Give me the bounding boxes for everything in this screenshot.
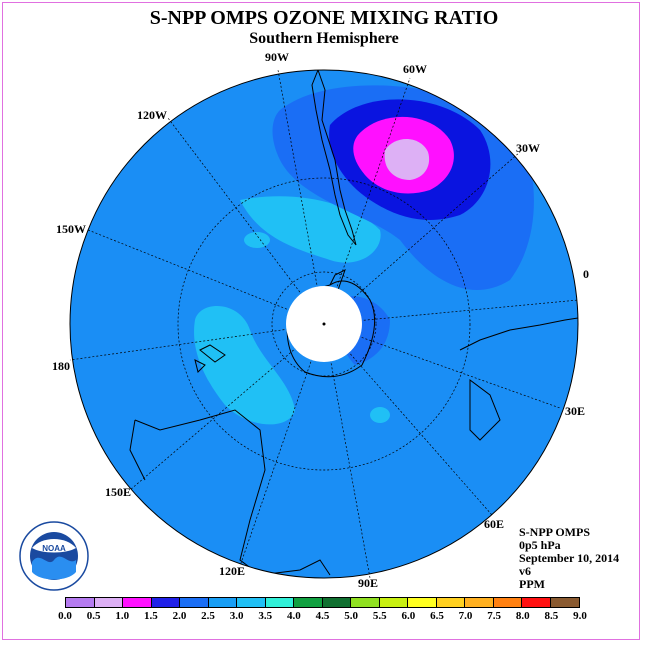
colorbar-tick-label: 9.0	[573, 610, 587, 622]
colorbar-tick-label: 3.5	[258, 610, 273, 622]
colorbar-tick-label: 8.0	[515, 610, 530, 622]
colorbar-tick-label: 5.0	[344, 610, 358, 622]
meridian-120w	[167, 117, 325, 325]
colorbar-tick-label: 1.5	[143, 610, 158, 622]
lon-label-120e: 120E	[219, 564, 245, 578]
colorbar-cell	[379, 598, 408, 607]
meridian-30e	[323, 323, 561, 409]
colorbar-tick-label: 2.5	[201, 610, 215, 622]
lon-label-90w: 90W	[265, 50, 289, 64]
map-title: S-NPP OMPS OZONE MIXING RATIO	[149, 7, 499, 29]
colorbar-tick-label: 7.5	[487, 610, 502, 622]
map-frame	[2, 2, 640, 640]
colorbar-cell	[123, 598, 152, 607]
colorbar-tick-label: 2.0	[172, 610, 187, 622]
noaa-logo-text: NOAA	[42, 544, 66, 553]
meridian-60w	[323, 77, 411, 325]
colorbar-tick-label: 1.0	[115, 610, 130, 622]
antarctic-peninsula	[329, 269, 346, 291]
colorbar-cell	[66, 598, 95, 607]
lon-label-180: 180	[52, 359, 70, 373]
colorbar-cell	[180, 598, 209, 607]
colorbar-cell	[151, 598, 180, 607]
graticule	[69, 69, 579, 579]
lon-label-30e: 30E	[565, 404, 585, 418]
colorbar-tick-label: 7.0	[458, 610, 473, 622]
colorbar-cell	[294, 598, 323, 607]
colorbar-tick-label: 6.0	[401, 610, 416, 622]
lon-label-120w: 120W	[137, 108, 167, 122]
noaa-logo: NOAA	[19, 521, 89, 591]
colorbar-tick-label: 3.0	[229, 610, 244, 622]
colorbar-cell	[550, 598, 579, 607]
colorbar-cell	[522, 598, 551, 607]
colorbar-tick-label: 6.5	[430, 610, 444, 622]
map-boundary	[69, 69, 579, 579]
info-block: S-NPP OMPS 0p5 hPa September 10, 2014 v6…	[519, 526, 619, 591]
field-3-0-d	[370, 407, 390, 423]
field-3-0-c	[244, 232, 270, 248]
south-pole-dot	[322, 322, 326, 326]
lon-label-150e: 150E	[105, 485, 131, 499]
colorbar-cell	[237, 598, 266, 607]
coastlines	[129, 70, 578, 576]
colorbar-cell	[408, 598, 437, 607]
lat-circle-60s	[177, 177, 471, 471]
info-units: PPM	[519, 577, 545, 591]
lat-circle-80s	[271, 271, 377, 377]
lon-label-60e: 60E	[484, 517, 504, 531]
colorbar-cell	[94, 598, 123, 607]
colorbar-tick-label: 0.0	[58, 610, 72, 622]
colorbar-cell	[493, 598, 522, 607]
lon-label-0: 0	[583, 267, 589, 281]
meridian-90w	[277, 69, 325, 325]
colorbar-cell	[436, 598, 465, 607]
new-zealand-coast	[194, 344, 226, 373]
longitude-labels: 90W 60W 30W 0 30E 60E 90E 120E 150E 180 …	[52, 50, 589, 590]
south-america-coast	[311, 70, 357, 246]
meridian-30w	[323, 151, 521, 325]
info-version: v6	[519, 564, 531, 578]
colorbar-tick-label: 5.5	[372, 610, 387, 622]
colorbar-cell	[265, 598, 294, 607]
colorbar-cell	[322, 598, 351, 607]
australia-coast	[129, 409, 331, 576]
field-3-0-b	[194, 306, 295, 425]
colorbar	[65, 597, 580, 608]
africa-coast	[459, 317, 578, 441]
colorbar-tick-label: 4.0	[287, 610, 301, 622]
colorbar-tick-label: 0.5	[86, 610, 101, 622]
contour-0-5	[384, 138, 430, 180]
meridian-0	[323, 299, 579, 325]
colorbar-tick-label: 8.5	[544, 610, 559, 622]
colorbar-tick-label: 4.5	[315, 610, 330, 622]
info-instrument: S-NPP OMPS	[519, 525, 590, 539]
lon-label-150w: 150W	[56, 222, 86, 236]
lon-label-60w: 60W	[403, 62, 427, 76]
info-pressure: 0p5 hPa	[519, 538, 561, 552]
colorbar-cell	[465, 598, 494, 607]
lon-label-90e: 90E	[358, 576, 378, 590]
meridian-180	[69, 323, 325, 361]
info-date: September 10, 2014	[519, 551, 620, 565]
lon-label-30w: 30W	[516, 141, 540, 155]
map-subtitle: Southern Hemisphere	[249, 30, 399, 47]
colorbar-cell	[351, 598, 380, 607]
meridian-90e	[323, 323, 371, 579]
meridian-120e	[239, 323, 325, 567]
meridian-150e	[129, 323, 325, 491]
colorbar-labels: 0.0 0.5 1.0 1.5 2.0 2.5 3.0 3.5 4.0 4.5 5.0 5.5 6.0 6…	[58, 610, 587, 624]
colorbar-cell	[208, 598, 237, 607]
